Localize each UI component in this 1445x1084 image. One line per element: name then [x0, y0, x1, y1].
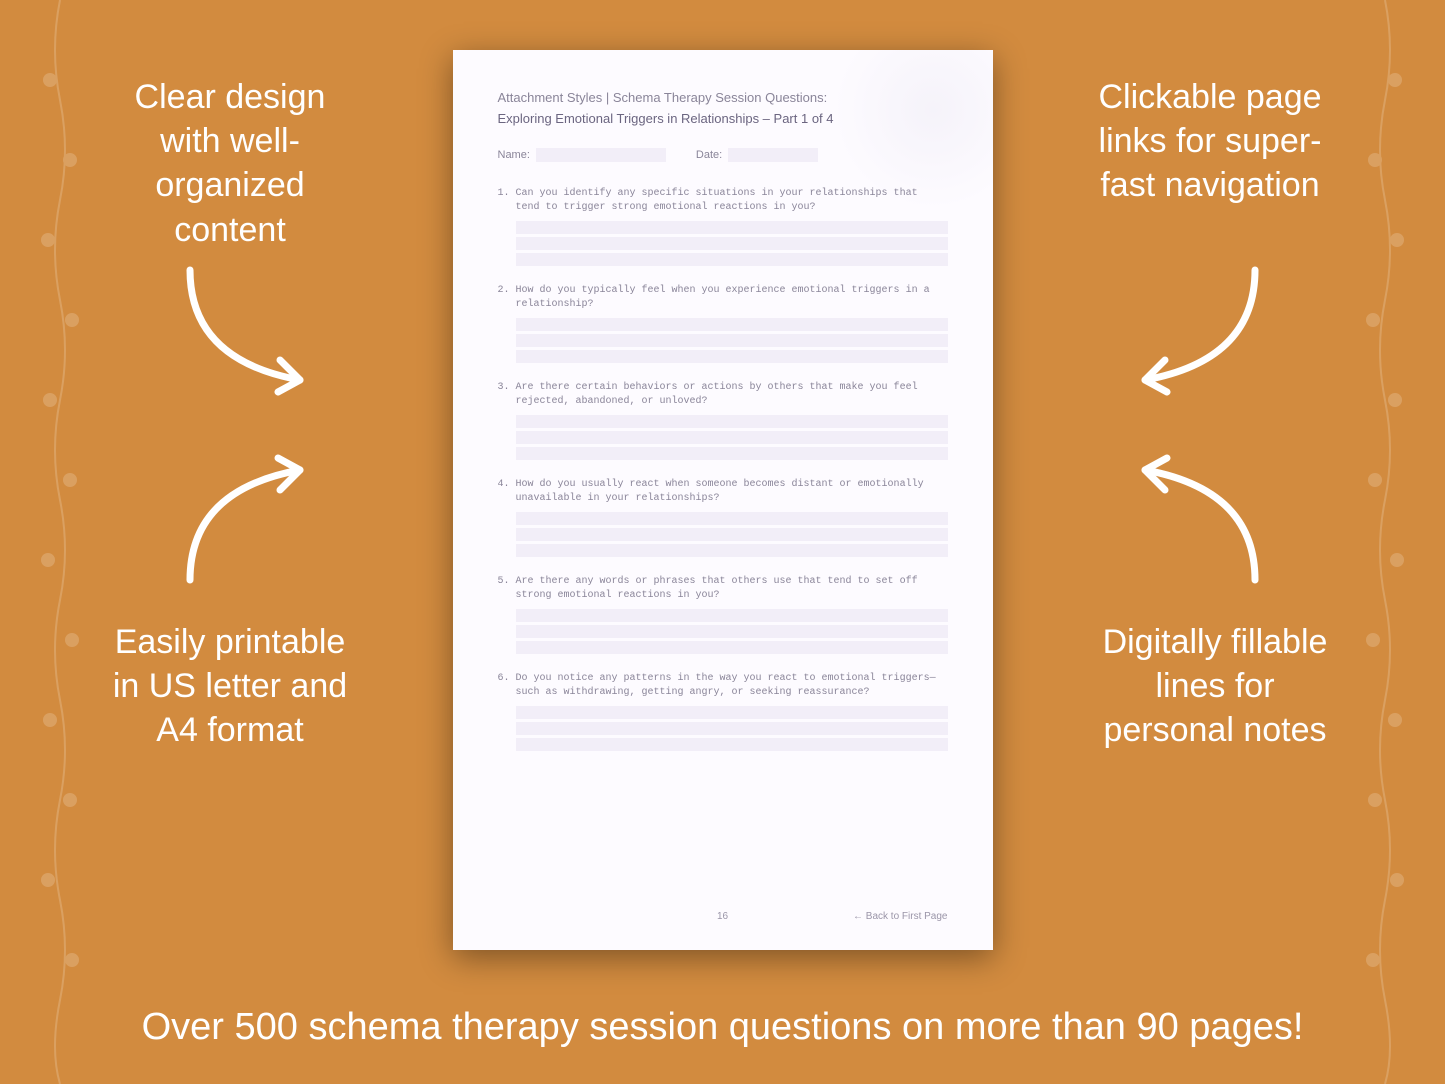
answer-line[interactable]: [516, 625, 948, 638]
question-text: Are there any words or phrases that othe…: [516, 575, 948, 603]
arrow-top-right-icon: [1115, 260, 1275, 400]
answer-line[interactable]: [516, 350, 948, 363]
arrow-bottom-left-icon: [170, 450, 330, 590]
question-block: 2.How do you typically feel when you exp…: [498, 284, 948, 363]
answer-line[interactable]: [516, 609, 948, 622]
page-heading: Attachment Styles | Schema Therapy Sessi…: [498, 90, 948, 105]
callout-bottom-left: Easily printable in US letter and A4 for…: [105, 620, 355, 753]
arrow-top-left-icon: [170, 260, 330, 400]
callout-top-right: Clickable page links for super-fast navi…: [1080, 75, 1340, 208]
floral-border-right: [1345, 0, 1425, 1084]
question-number: 5.: [498, 575, 516, 603]
date-input-line[interactable]: [728, 148, 818, 162]
question-text: How do you usually react when someone be…: [516, 478, 948, 506]
answer-line[interactable]: [516, 431, 948, 444]
answer-line[interactable]: [516, 334, 948, 347]
callout-top-left: Clear design with well-organized content: [105, 75, 355, 252]
callout-bottom-right: Digitally fillable lines for personal no…: [1090, 620, 1340, 753]
question-block: 4.How do you usually react when someone …: [498, 478, 948, 557]
question-text: Are there certain behaviors or actions b…: [516, 381, 948, 409]
question-block: 6.Do you notice any patterns in the way …: [498, 672, 948, 751]
name-input-line[interactable]: [536, 148, 666, 162]
back-to-first-link[interactable]: ← Back to First Page: [853, 911, 947, 922]
question-block: 5.Are there any words or phrases that ot…: [498, 575, 948, 654]
question-text: Do you notice any patterns in the way yo…: [516, 672, 948, 700]
question-block: 3.Are there certain behaviors or actions…: [498, 381, 948, 460]
answer-line[interactable]: [516, 738, 948, 751]
page-footer: 16 ← Back to First Page: [498, 911, 948, 922]
floral-border-left: [20, 0, 100, 1084]
name-date-row: Name: Date:: [498, 148, 948, 162]
bottom-tagline: Over 500 schema therapy session question…: [0, 1006, 1445, 1049]
answer-line[interactable]: [516, 512, 948, 525]
answer-line[interactable]: [516, 641, 948, 654]
date-label: Date:: [696, 149, 722, 161]
answer-line[interactable]: [516, 415, 948, 428]
question-block: 1.Can you identify any specific situatio…: [498, 187, 948, 266]
page-number: 16: [717, 911, 728, 922]
answer-line[interactable]: [516, 447, 948, 460]
page-subheading: Exploring Emotional Triggers in Relation…: [498, 111, 948, 126]
question-number: 2.: [498, 284, 516, 312]
answer-line[interactable]: [516, 253, 948, 266]
question-text: Can you identify any specific situations…: [516, 187, 948, 215]
answer-line[interactable]: [516, 706, 948, 719]
question-number: 1.: [498, 187, 516, 215]
answer-line[interactable]: [516, 528, 948, 541]
worksheet-page: Attachment Styles | Schema Therapy Sessi…: [453, 50, 993, 950]
question-number: 4.: [498, 478, 516, 506]
question-number: 6.: [498, 672, 516, 700]
answer-line[interactable]: [516, 544, 948, 557]
answer-line[interactable]: [516, 318, 948, 331]
answer-line[interactable]: [516, 722, 948, 735]
name-label: Name:: [498, 149, 530, 161]
question-number: 3.: [498, 381, 516, 409]
answer-line[interactable]: [516, 237, 948, 250]
answer-line[interactable]: [516, 221, 948, 234]
question-text: How do you typically feel when you exper…: [516, 284, 948, 312]
arrow-bottom-right-icon: [1115, 450, 1275, 590]
